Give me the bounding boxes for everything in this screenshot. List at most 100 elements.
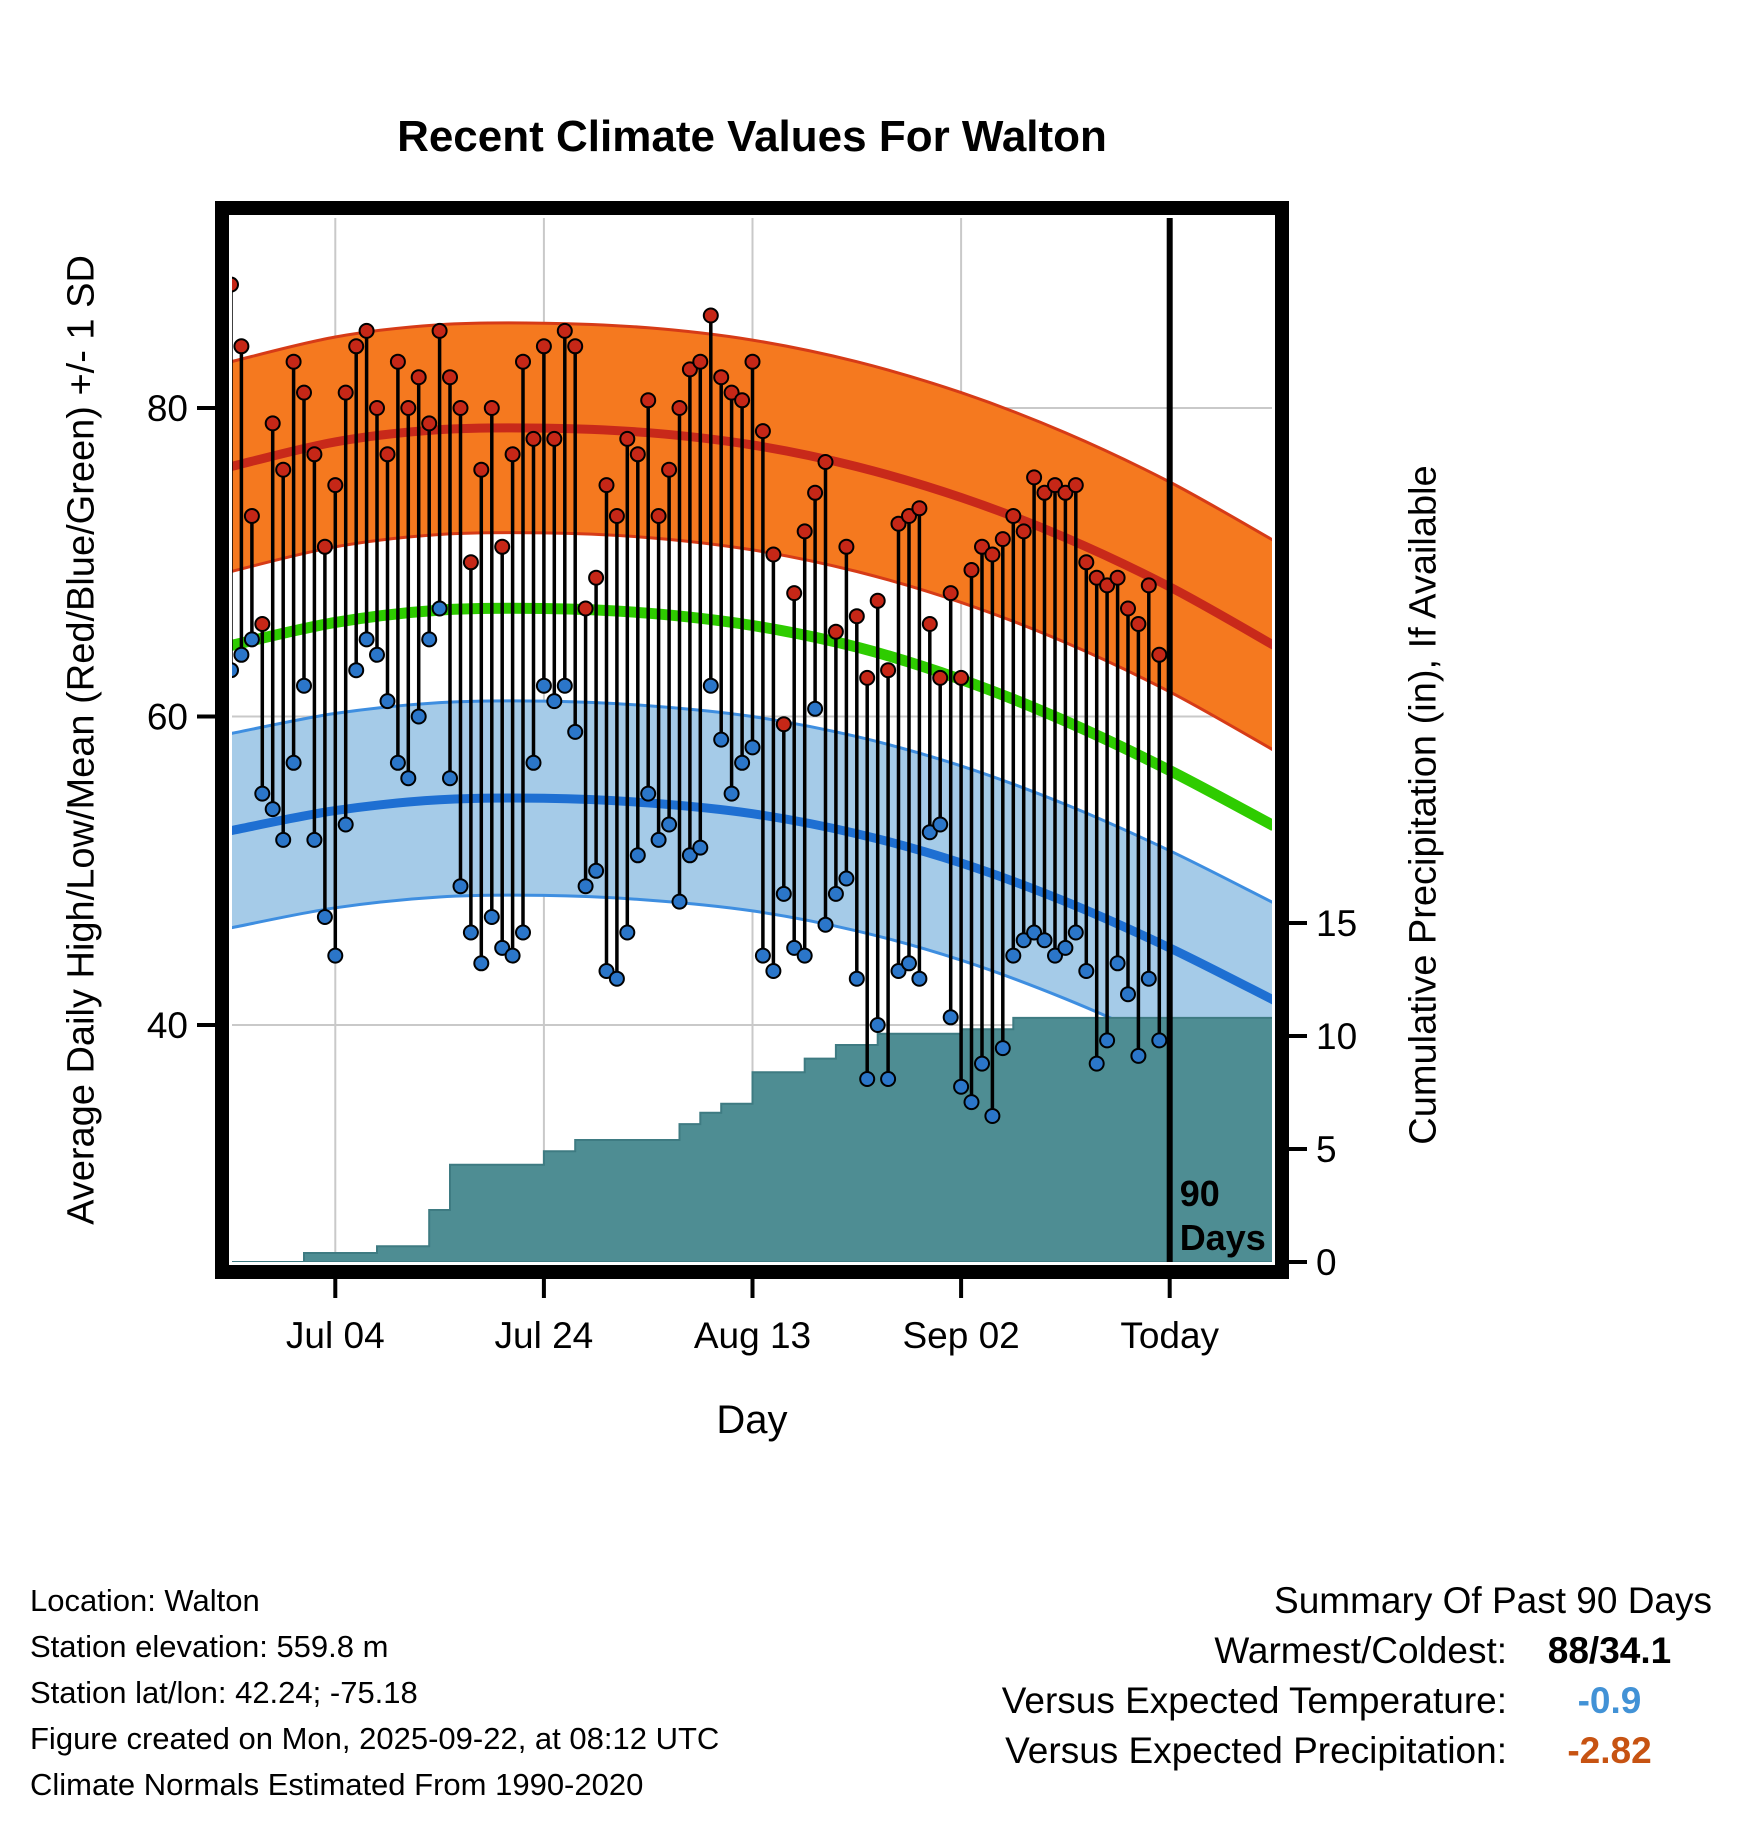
daily-low-dot: [880, 1071, 897, 1087]
daily-low-dot: [243, 631, 260, 648]
daily-low-dot: [848, 970, 865, 987]
daily-high-dot: [619, 430, 636, 447]
daily-high-dot: [963, 562, 980, 578]
daily-high-dot: [400, 400, 417, 416]
daily-low-dot: [588, 862, 605, 879]
x-tick-label: Jul 04: [286, 1315, 385, 1356]
daily-high-dot: [921, 616, 938, 632]
y-left-tick-label: 80: [147, 388, 188, 429]
daily-low-dot: [348, 662, 365, 679]
daily-high-dot: [1120, 600, 1136, 617]
daily-low-dot: [567, 723, 584, 740]
daily-low-dot: [1005, 947, 1022, 964]
daily-high-dot: [734, 392, 751, 409]
daily-high-dot: [1005, 508, 1022, 524]
daily-low-dot: [358, 631, 375, 648]
daily-low-dot: [410, 708, 427, 725]
daily-high-dot: [796, 523, 813, 540]
daily-high-dot: [994, 531, 1011, 548]
ninety-days-annotation: Days: [1180, 1217, 1266, 1258]
daily-high-dot: [421, 415, 438, 432]
daily-low-dot: [827, 885, 844, 902]
daily-low-dot: [379, 693, 396, 710]
summary-warmest-coldest-label: Warmest/Coldest:: [1214, 1630, 1507, 1671]
daily-low-dot: [619, 924, 636, 941]
daily-high-dot: [1047, 477, 1063, 494]
daily-high-dot: [1109, 569, 1126, 586]
daily-low-dot: [1130, 1047, 1147, 1064]
daily-low-dot: [786, 939, 803, 956]
daily-high-dot: [410, 369, 427, 386]
daily-low-dot: [306, 831, 323, 848]
daily-low-dot: [1036, 932, 1053, 949]
daily-low-dot: [525, 754, 542, 771]
daily-high-dot: [890, 515, 907, 532]
daily-low-dot: [316, 909, 333, 925]
daily-high-dot: [640, 392, 657, 409]
daily-low-dot: [598, 963, 615, 979]
daily-high-dot: [462, 554, 479, 571]
y-right-tick-label: 10: [1316, 1016, 1357, 1057]
daily-high-dot: [723, 384, 740, 401]
daily-high-dot: [327, 477, 344, 494]
daily-low-dot: [859, 1071, 876, 1087]
daily-low-dot: [953, 1078, 970, 1095]
daily-low-dot: [921, 824, 938, 841]
x-tick-label: Sep 02: [902, 1315, 1019, 1356]
daily-low-dot: [702, 677, 719, 694]
daily-high-dot: [348, 338, 365, 355]
y-right-tick-label: 5: [1316, 1129, 1337, 1170]
daily-high-dot: [1078, 554, 1095, 571]
daily-low-dot: [650, 831, 667, 848]
daily-low-dot: [462, 924, 479, 941]
x-tick-label: Today: [1120, 1315, 1219, 1356]
daily-low-dot: [275, 831, 292, 848]
daily-high-dot: [254, 616, 271, 632]
summary-vs-precipitation-value: -2.82: [1567, 1730, 1652, 1771]
daily-low-dot: [744, 739, 761, 756]
daily-high-dot: [243, 508, 260, 524]
daily-low-dot: [337, 816, 354, 833]
daily-high-dot: [974, 538, 990, 555]
summary-vs-temperature-label: Versus Expected Temperature:: [1001, 1680, 1507, 1721]
daily-high-dot: [442, 369, 458, 386]
daily-high-dot: [1088, 569, 1105, 586]
daily-low-dot: [713, 731, 730, 748]
daily-high-dot: [880, 662, 897, 679]
summary-vs-temperature: Versus Expected Temperature: -0.9: [1002, 1676, 1712, 1726]
daily-low-dot: [254, 785, 271, 802]
daily-low-dot: [734, 754, 751, 771]
daily-low-dot: [233, 646, 250, 663]
daily-low-dot: [421, 631, 438, 648]
x-tick-label: Jul 24: [495, 1315, 594, 1356]
daily-high-dot: [786, 585, 803, 602]
daily-high-dot: [264, 415, 281, 432]
daily-low-dot: [984, 1108, 1001, 1124]
daily-low-dot: [515, 924, 531, 941]
daily-high-dot: [838, 538, 855, 555]
daily-high-dot: [306, 446, 323, 463]
daily-low-dot: [232, 662, 239, 679]
daily-low-dot: [400, 770, 417, 787]
daily-high-dot: [744, 353, 761, 370]
daily-high-dot: [650, 508, 667, 524]
high-band-upper-edge: [232, 321, 1272, 542]
daily-high-dot: [1151, 646, 1168, 663]
daily-high-dot: [827, 623, 844, 640]
daily-high-dot: [233, 338, 250, 355]
daily-high-dot: [567, 338, 584, 355]
y-axis-right-label: Cumulative Precipitation (in), If Availa…: [1402, 465, 1445, 1145]
summary-warmest-coldest: Warmest/Coldest: 88/34.1: [1002, 1626, 1712, 1676]
daily-low-dot: [796, 947, 813, 964]
daily-high-dot: [932, 669, 949, 686]
daily-low-dot: [671, 893, 688, 910]
daily-high-dot: [661, 461, 678, 478]
daily-low-dot: [1015, 932, 1032, 949]
daily-low-dot: [640, 785, 657, 802]
daily-low-dot: [1120, 986, 1136, 1003]
daily-high-dot: [713, 369, 730, 386]
daily-high-dot: [389, 353, 406, 370]
daily-low-dot: [869, 1017, 886, 1033]
y-right-tick-label: 0: [1316, 1242, 1337, 1283]
y-left-tick-label: 60: [147, 697, 188, 738]
